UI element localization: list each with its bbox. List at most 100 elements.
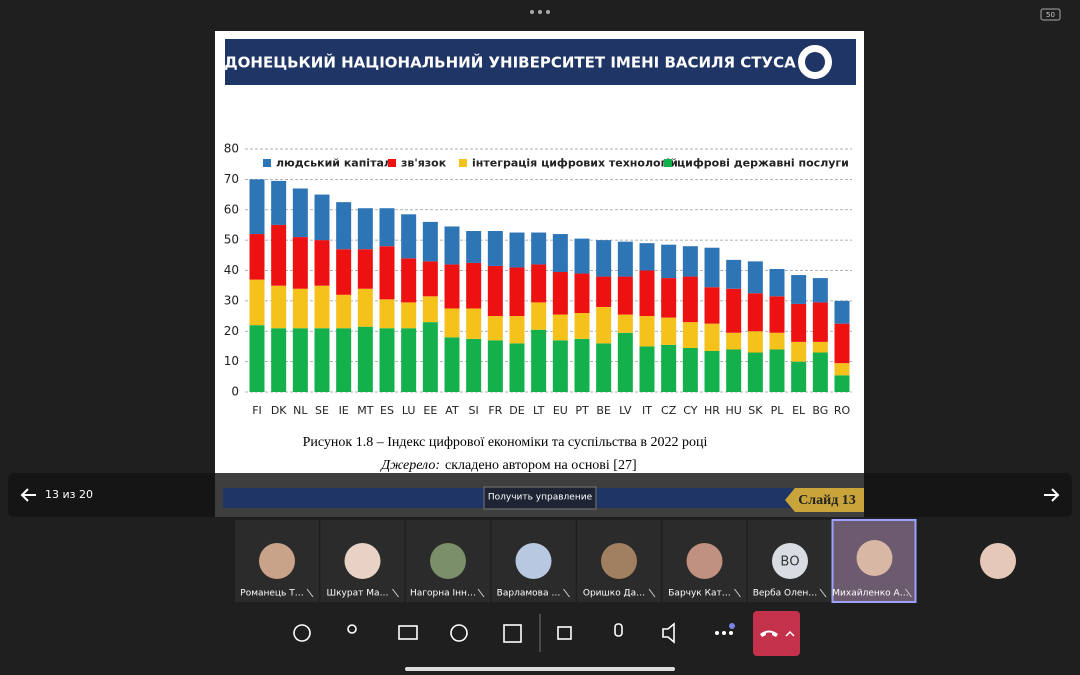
bar-segment xyxy=(704,350,720,392)
bar-segment xyxy=(834,363,850,376)
x-tick-label: EU xyxy=(553,404,568,417)
page-counter: 13 из 20 xyxy=(45,488,93,501)
bar-segment xyxy=(552,234,568,273)
bar-segment xyxy=(292,288,308,329)
bar-segment xyxy=(531,302,547,330)
source-text: складено автором на основі [27] xyxy=(445,458,637,473)
bar-segment xyxy=(574,338,590,392)
x-tick-label: DE xyxy=(509,404,524,417)
bar-segment xyxy=(704,247,720,288)
avatar xyxy=(430,543,466,579)
y-tick-label: 0 xyxy=(231,385,239,399)
bar-segment xyxy=(509,343,525,392)
hangup-menu[interactable] xyxy=(785,630,795,637)
legend-label: людський капітал xyxy=(276,157,392,170)
bar-segment xyxy=(444,264,460,309)
bar-segment xyxy=(509,267,525,317)
control-button-label[interactable]: Получить управление xyxy=(488,493,593,503)
speaker-icon[interactable] xyxy=(662,622,675,644)
bar-segment xyxy=(379,299,395,329)
bar-segment xyxy=(596,306,612,344)
bar-segment xyxy=(639,270,655,317)
x-tick-label: NL xyxy=(293,404,308,417)
x-tick-label: CY xyxy=(683,404,697,417)
bar-segment xyxy=(596,276,612,307)
bar-segment xyxy=(682,347,698,392)
react-icon[interactable] xyxy=(450,624,468,642)
bar-segment xyxy=(596,343,612,392)
x-tick-label: IT xyxy=(642,404,652,417)
y-tick-label: 60 xyxy=(224,202,239,216)
x-tick-label: BG xyxy=(812,404,828,417)
bar-segment xyxy=(422,261,438,297)
layout-icon[interactable] xyxy=(503,624,522,643)
avatar xyxy=(772,543,808,579)
bar-segment xyxy=(812,352,828,392)
x-tick-label: ES xyxy=(380,404,394,417)
bar-segment xyxy=(487,316,503,341)
participants: Романець Т… Шкурат Ма… Нагорна Інн… Варламо… xyxy=(235,519,1016,603)
legend-swatch xyxy=(664,159,672,167)
bar-segment xyxy=(769,349,785,392)
x-tick-label: LV xyxy=(619,404,632,417)
bar-segment xyxy=(769,332,785,350)
x-tick-label: FI xyxy=(252,404,262,417)
hangup-icon[interactable] xyxy=(760,630,778,638)
bar-segment xyxy=(466,262,482,309)
bar-segment xyxy=(357,249,373,289)
x-tick-label: CZ xyxy=(661,404,677,417)
mic-icon[interactable] xyxy=(614,623,623,637)
mic-off-icon xyxy=(563,588,570,598)
bar-segment xyxy=(834,323,850,364)
y-tick-label: 50 xyxy=(224,233,239,247)
bar-segment xyxy=(357,326,373,392)
chat-icon[interactable] xyxy=(293,624,311,642)
menu-dots[interactable] xyxy=(530,10,550,14)
bar-segment xyxy=(357,288,373,327)
face xyxy=(856,540,893,576)
more-icon[interactable] xyxy=(715,623,735,635)
bar-segment xyxy=(639,316,655,347)
bar-segment xyxy=(422,296,438,323)
x-tick-label: AT xyxy=(445,404,459,417)
bar-segment xyxy=(552,272,568,315)
bar-segment xyxy=(639,346,655,392)
bar-segment xyxy=(682,276,698,323)
bar-segment xyxy=(466,308,482,339)
logo-inner xyxy=(805,52,825,72)
bar-segment xyxy=(812,278,828,303)
prev-button[interactable] xyxy=(20,488,36,502)
bar-segment xyxy=(617,332,633,392)
avatar xyxy=(686,543,723,579)
bar-segment xyxy=(682,246,698,277)
share-icon[interactable] xyxy=(398,625,418,640)
next-button[interactable] xyxy=(1044,488,1060,502)
bar-segment xyxy=(314,285,330,329)
participant-name: Шкурат Ма… xyxy=(327,589,389,599)
bar-segment xyxy=(466,231,482,263)
bar-segment xyxy=(314,328,330,392)
bar-segment xyxy=(726,332,742,350)
bar-segment xyxy=(292,237,308,289)
bar-segment xyxy=(314,240,330,286)
bar-segment xyxy=(271,328,287,392)
bar-segment xyxy=(336,294,352,329)
mic-off-icon xyxy=(477,588,485,598)
x-tick-label: SE xyxy=(315,404,329,417)
bar-segment xyxy=(531,329,547,392)
control-button[interactable] xyxy=(483,486,597,510)
bar-segment xyxy=(747,293,763,332)
x-tick-label: LT xyxy=(533,404,545,417)
legend-swatch xyxy=(459,159,467,167)
bar-segment xyxy=(466,338,482,392)
people-icon[interactable] xyxy=(347,624,357,634)
bar-segment xyxy=(531,232,547,265)
x-tick-label: HR xyxy=(704,404,720,417)
bar-segment xyxy=(682,322,698,348)
camera-icon[interactable] xyxy=(557,626,572,640)
slide-label-shape xyxy=(785,488,864,512)
bar-segment xyxy=(379,208,395,247)
bar-segment xyxy=(552,314,568,341)
bar-segment xyxy=(379,246,395,300)
y-tick-label: 20 xyxy=(224,324,239,338)
